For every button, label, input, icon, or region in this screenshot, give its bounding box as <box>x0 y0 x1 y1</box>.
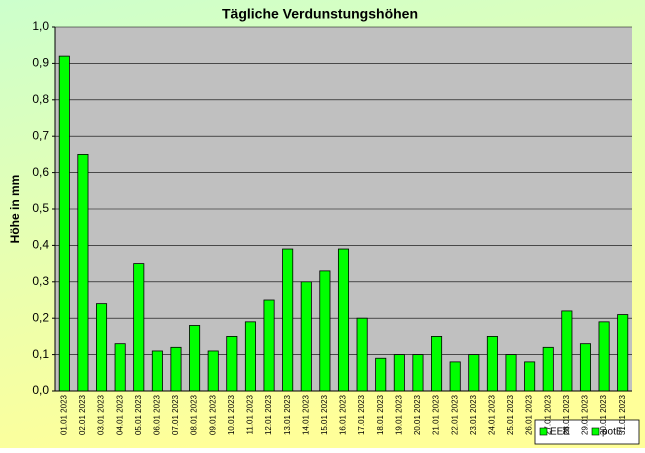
x-tick-label: 08.01 2023 <box>190 394 199 435</box>
bar <box>524 361 536 392</box>
x-tick-label: 03.01 2023 <box>97 394 106 435</box>
bar <box>375 357 387 392</box>
y-tick-label: 0,8 <box>32 92 49 106</box>
bar <box>244 321 256 392</box>
chart-title: Tägliche Verdunstungshöhen <box>222 6 418 22</box>
x-tick-label: 05.01 2023 <box>134 394 143 435</box>
x-tick-label: 27.01 2023 <box>543 394 552 435</box>
legend <box>534 419 640 445</box>
y-tick-label: 0,7 <box>32 128 49 142</box>
bar <box>598 321 610 392</box>
x-tick-label: 31.01 2023 <box>618 394 627 435</box>
x-tick-label: 12.01 2023 <box>264 394 273 435</box>
x-tick-label: 20.01 2023 <box>413 394 422 435</box>
legend-swatch <box>591 427 600 436</box>
x-tick-label: 11.01 2023 <box>246 394 255 434</box>
bar <box>337 248 350 392</box>
bar <box>542 346 554 392</box>
x-tick-label: 19.01 2023 <box>394 394 403 435</box>
bar <box>505 354 517 392</box>
bar <box>412 354 424 392</box>
bar <box>356 317 368 392</box>
x-tick-label: 24.01 2023 <box>488 394 497 435</box>
bar <box>151 350 163 392</box>
bar <box>263 299 275 392</box>
x-tick-label: 06.01 2023 <box>152 394 161 435</box>
bar <box>300 281 312 392</box>
x-tick-label: 09.01 2023 <box>208 394 217 435</box>
y-tick-label: 0,3 <box>32 274 49 288</box>
y-tick-label: 0,1 <box>32 347 49 361</box>
legend-swatch <box>539 427 548 436</box>
bar <box>226 335 238 392</box>
bar <box>319 270 331 392</box>
bar <box>393 354 405 392</box>
y-tick-label: 0,4 <box>32 238 49 252</box>
x-tick-label: 22.01 2023 <box>450 394 459 435</box>
x-tick-label: 23.01 2023 <box>469 394 478 435</box>
bar <box>282 248 294 392</box>
x-tick-label: 26.01 2023 <box>525 394 534 435</box>
x-tick-label: 01.01 2023 <box>59 394 68 435</box>
x-tick-label: 17.01 2023 <box>357 394 366 435</box>
x-tick-label: 13.01 2023 <box>283 394 292 435</box>
bar <box>431 335 443 392</box>
x-tick-label: 28.01 2023 <box>562 394 571 435</box>
x-tick-label: 15.01 2023 <box>320 394 329 435</box>
x-tick-label: 16.01 2023 <box>339 394 348 435</box>
y-tick-label: 1,0 <box>32 19 49 33</box>
y-tick-label: 0,2 <box>32 310 49 324</box>
x-tick-label: 25.01 2023 <box>506 394 515 435</box>
bar <box>561 310 573 392</box>
x-tick-label: 04.01 2023 <box>115 394 124 435</box>
bar <box>133 263 145 392</box>
y-axis-label: Höhe in mm <box>8 175 22 244</box>
x-tick-label: 02.01 2023 <box>78 394 87 435</box>
bar <box>449 361 461 392</box>
x-tick-label: 29.01 2023 <box>581 394 590 435</box>
x-tick-label: 21.01 2023 <box>432 394 441 435</box>
bar <box>77 153 89 392</box>
legend-label: potE <box>602 427 623 438</box>
bar <box>58 55 70 392</box>
bar <box>189 325 201 392</box>
bar <box>617 314 629 392</box>
bar <box>170 346 182 392</box>
y-tick-label: 0,0 <box>32 383 49 397</box>
legend-label: EEE <box>550 427 570 438</box>
y-tick-label: 0,5 <box>32 201 49 215</box>
bar <box>486 335 498 392</box>
y-tick-label: 0,9 <box>32 56 49 70</box>
x-tick-label: 14.01 2023 <box>301 394 310 435</box>
bar <box>579 343 591 392</box>
y-tick-label: 0,6 <box>32 165 49 179</box>
bar <box>468 354 480 392</box>
bar <box>207 350 219 392</box>
x-tick-label: 10.01 2023 <box>227 394 236 435</box>
x-tick-label: 18.01 2023 <box>376 394 385 435</box>
bar <box>96 303 108 392</box>
x-tick-label: 30.01 2023 <box>599 394 608 435</box>
bar <box>114 343 126 392</box>
x-tick-label: 07.01 2023 <box>171 394 180 435</box>
